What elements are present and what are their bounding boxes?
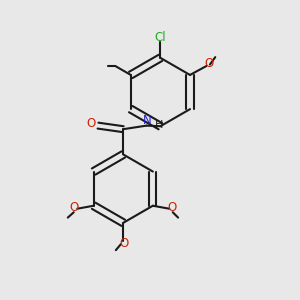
Text: O: O: [119, 237, 128, 250]
Text: Cl: Cl: [154, 31, 166, 44]
Text: N: N: [143, 114, 152, 128]
Text: O: O: [205, 57, 214, 70]
Text: O: O: [87, 117, 96, 130]
Text: O: O: [70, 201, 79, 214]
Text: O: O: [167, 201, 177, 214]
Text: H: H: [155, 120, 163, 130]
